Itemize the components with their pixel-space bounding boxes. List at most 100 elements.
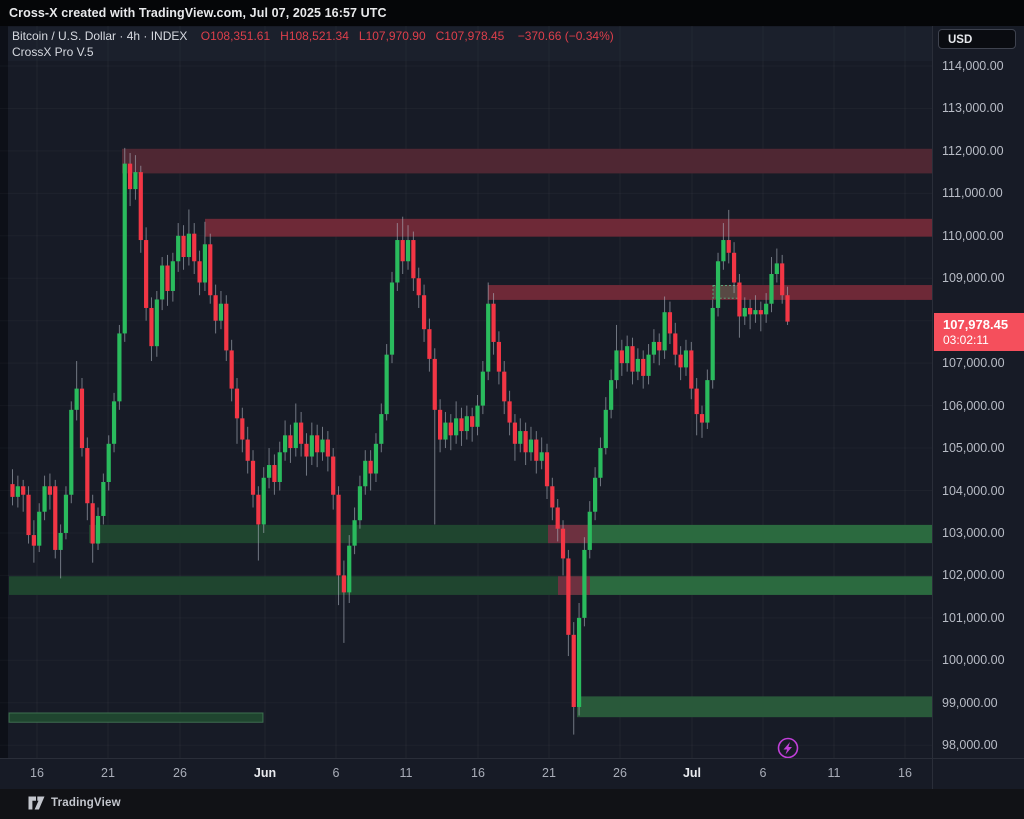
candle-down xyxy=(555,507,560,529)
candle-up xyxy=(443,422,448,440)
candle-up xyxy=(480,371,485,406)
candle-down xyxy=(331,456,336,495)
demand-zone xyxy=(9,576,590,595)
candle-down xyxy=(250,460,256,495)
candle-up xyxy=(651,341,656,355)
candle-down xyxy=(224,303,229,351)
time-tick-label: 11 xyxy=(827,766,841,780)
candle-down xyxy=(165,265,170,291)
candle-up xyxy=(528,439,534,453)
ohlc-values: O108,351.61 H108,521.34 L107,970.90 C107,97… xyxy=(191,29,505,43)
candle-up xyxy=(769,274,774,304)
candle-down xyxy=(438,409,443,440)
currency-toggle-button[interactable]: USD xyxy=(938,29,1016,49)
mitigated-zone-overlay xyxy=(558,576,590,595)
price-tick-label: 105,000.00 xyxy=(942,441,1005,456)
time-tick-label: Jun xyxy=(253,766,277,780)
candle-down xyxy=(272,465,277,483)
candle-down xyxy=(26,494,31,536)
candlestick-chart-canvas[interactable] xyxy=(0,26,932,758)
candle-up xyxy=(160,265,165,300)
time-tick-label: 16 xyxy=(898,766,912,780)
candle-up xyxy=(389,282,395,355)
candle-up xyxy=(379,414,384,444)
candle-down xyxy=(336,494,341,576)
candle-up xyxy=(133,172,138,190)
axis-corner-separator xyxy=(932,759,933,790)
ohlc-token-l: L107,970.90 xyxy=(358,29,426,43)
candle-up xyxy=(154,299,159,347)
candle-down xyxy=(138,172,143,241)
candle-down xyxy=(85,448,90,504)
price-tick-label: 106,000.00 xyxy=(942,398,1005,413)
candle-up xyxy=(705,380,710,423)
candle-up xyxy=(683,350,689,368)
candle-up xyxy=(764,303,769,315)
candle-up xyxy=(320,439,325,453)
bottom-bar: TradingView xyxy=(0,789,1024,819)
candle-up xyxy=(576,617,582,707)
candle-up xyxy=(486,303,491,372)
candle-up xyxy=(282,435,288,453)
candle-up xyxy=(753,310,758,315)
candle-down xyxy=(550,486,555,508)
candle-down xyxy=(619,350,624,364)
candle-up xyxy=(347,545,352,593)
bar-countdown: 03:02:11 xyxy=(943,332,989,347)
demand-zone-active xyxy=(590,576,932,595)
candle-up xyxy=(646,354,651,376)
price-tick-label: 113,000.00 xyxy=(942,101,1004,116)
candle-up xyxy=(464,416,469,432)
candle-down xyxy=(737,282,742,317)
candle-up xyxy=(405,240,411,262)
candle-down xyxy=(731,252,737,283)
candle-down xyxy=(213,295,218,321)
price-axis[interactable]: USD 114,000.00 113,000.00 112,000.00 111,00… xyxy=(932,26,1024,758)
candle-bodies xyxy=(10,163,790,707)
candle-down xyxy=(673,333,678,355)
candle-up xyxy=(293,422,298,449)
candle-down xyxy=(400,240,405,262)
time-tick-label: 16 xyxy=(471,766,485,780)
symbol-title[interactable]: Bitcoin / U.S. Dollar · 4h · INDEX xyxy=(12,29,188,43)
candle-down xyxy=(47,486,53,495)
candle-up xyxy=(277,452,282,483)
candle-up xyxy=(475,405,480,427)
candle-up xyxy=(309,435,314,457)
price-tick-label: 110,000.00 xyxy=(942,228,1004,243)
candle-down xyxy=(641,358,646,376)
time-tick-label: 21 xyxy=(101,766,115,780)
candle-up xyxy=(454,418,459,436)
time-tick-label: 11 xyxy=(399,766,413,780)
candle-down xyxy=(341,575,346,593)
candle-down xyxy=(560,528,566,559)
candle-down xyxy=(234,388,240,419)
snapshot-title-text: Cross-X created with TradingView.com, Ju… xyxy=(9,6,387,20)
symbol-legend-row[interactable]: Bitcoin / U.S. Dollar · 4h · INDEX O108,… xyxy=(12,29,614,43)
candle-down xyxy=(523,431,528,453)
candle-up xyxy=(218,303,224,321)
candle-down xyxy=(368,460,373,474)
candle-down xyxy=(657,341,662,351)
candle-down xyxy=(667,312,673,334)
ohlc-token-h: H108,521.34 xyxy=(280,29,349,43)
candle-up xyxy=(261,477,266,525)
time-axis[interactable]: 16 21 26 Jun 6 11 16 21 26 Jul 6 11 16 xyxy=(0,758,1024,790)
candle-down xyxy=(502,371,507,402)
candle-down xyxy=(758,310,763,315)
candle-down xyxy=(127,163,133,190)
demand-zone xyxy=(9,712,263,723)
price-tick-label: 100,000.00 xyxy=(942,653,1005,668)
candle-down xyxy=(432,358,437,410)
candle-down xyxy=(534,439,539,461)
snapshot-title-bar: Cross-X created with TradingView.com, Ju… xyxy=(0,0,1024,26)
candle-up xyxy=(395,240,400,283)
lightning-icon[interactable] xyxy=(777,737,799,758)
candle-down xyxy=(325,439,330,457)
candle-down xyxy=(689,350,694,389)
tradingview-logo[interactable]: TradingView xyxy=(28,795,121,811)
candle-up xyxy=(101,482,106,516)
indicator-legend-row[interactable]: CrossX Pro V.5 xyxy=(12,45,94,59)
candle-up xyxy=(603,409,608,449)
